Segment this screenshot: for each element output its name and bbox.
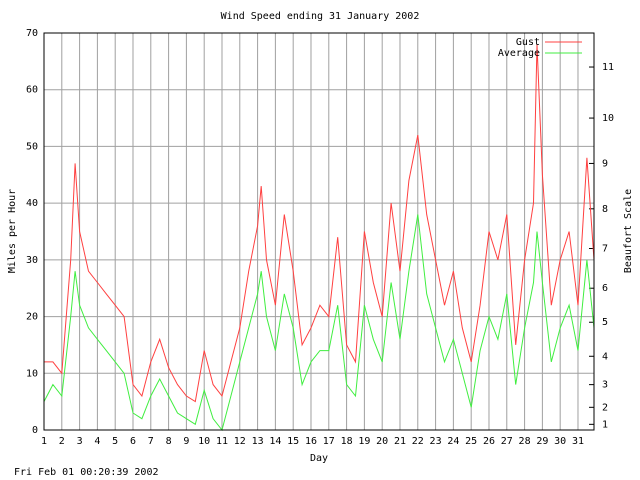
x-tick-label: 5 bbox=[112, 436, 118, 447]
legend-label: Gust bbox=[516, 37, 540, 48]
x-tick-label: 27 bbox=[501, 436, 513, 447]
x-axis-label: Day bbox=[310, 453, 328, 464]
data-line bbox=[43, 214, 595, 432]
y-tick-label: 40 bbox=[26, 198, 38, 209]
x-tick-label: 23 bbox=[430, 436, 442, 447]
x-tick-label: 30 bbox=[554, 436, 566, 447]
x-tick-label: 25 bbox=[465, 436, 477, 447]
x-tick-label: 9 bbox=[183, 436, 189, 447]
x-tick-label: 28 bbox=[519, 436, 531, 447]
y2-tick-label: 9 bbox=[602, 158, 608, 169]
y2-tick-label: 2 bbox=[602, 402, 608, 413]
x-tick-label: 6 bbox=[130, 436, 136, 447]
x-tick-label: 12 bbox=[234, 436, 246, 447]
y2-tick-label: 5 bbox=[602, 317, 608, 328]
x-tick-label: 18 bbox=[341, 436, 353, 447]
chart-title: Wind Speed ending 31 January 2002 bbox=[221, 11, 420, 22]
x-tick-label: 16 bbox=[305, 436, 317, 447]
x-tick-label: 1 bbox=[41, 436, 47, 447]
x-tick-label: 17 bbox=[323, 436, 335, 447]
y2-axis-label: Beaufort Scale bbox=[623, 189, 634, 273]
y-tick-label: 30 bbox=[26, 255, 38, 266]
x-tick-label: 31 bbox=[572, 436, 584, 447]
x-tick-label: 21 bbox=[394, 436, 406, 447]
x-tick-label: 24 bbox=[447, 436, 459, 447]
plot-frame bbox=[43, 32, 595, 431]
y-axis-label: Miles per Hour bbox=[7, 189, 18, 273]
y-tick-label: 0 bbox=[32, 425, 38, 436]
x-tick-label: 10 bbox=[198, 436, 210, 447]
x-tick-label: 3 bbox=[77, 436, 83, 447]
y2-tick-label: 8 bbox=[602, 204, 608, 215]
y2-tick-label: 3 bbox=[602, 380, 608, 391]
x-tick-label: 26 bbox=[483, 436, 495, 447]
y-tick-label: 70 bbox=[26, 28, 38, 39]
y2-tick-label: 11 bbox=[602, 62, 614, 73]
y2-tick-label: 7 bbox=[602, 244, 608, 255]
y2-tick-label: 10 bbox=[602, 113, 614, 124]
data-line bbox=[44, 44, 595, 403]
x-tick-label: 20 bbox=[376, 436, 388, 447]
y2-tick-label: 6 bbox=[602, 283, 608, 294]
legend-label: Average bbox=[498, 48, 540, 59]
x-tick-label: 11 bbox=[216, 436, 228, 447]
y-tick-label: 50 bbox=[26, 141, 38, 152]
y-tick-label: 60 bbox=[26, 85, 38, 96]
x-tick-label: 13 bbox=[252, 436, 264, 447]
y-tick-label: 20 bbox=[26, 312, 38, 323]
x-tick-label: 19 bbox=[358, 436, 370, 447]
x-tick-label: 8 bbox=[166, 436, 172, 447]
y-tick-label: 10 bbox=[26, 368, 38, 379]
x-tick-label: 4 bbox=[94, 436, 100, 447]
x-tick-label: 2 bbox=[59, 436, 65, 447]
footer: Fri Feb 01 00:20:39 2002 bbox=[14, 467, 159, 478]
x-tick-label: 29 bbox=[536, 436, 548, 447]
y2-tick-label: 4 bbox=[602, 351, 608, 362]
x-tick-label: 7 bbox=[148, 436, 154, 447]
x-tick-label: 14 bbox=[269, 436, 281, 447]
x-tick-label: 15 bbox=[287, 436, 299, 447]
y2-tick-label: 1 bbox=[602, 419, 608, 430]
x-tick-label: 22 bbox=[412, 436, 424, 447]
